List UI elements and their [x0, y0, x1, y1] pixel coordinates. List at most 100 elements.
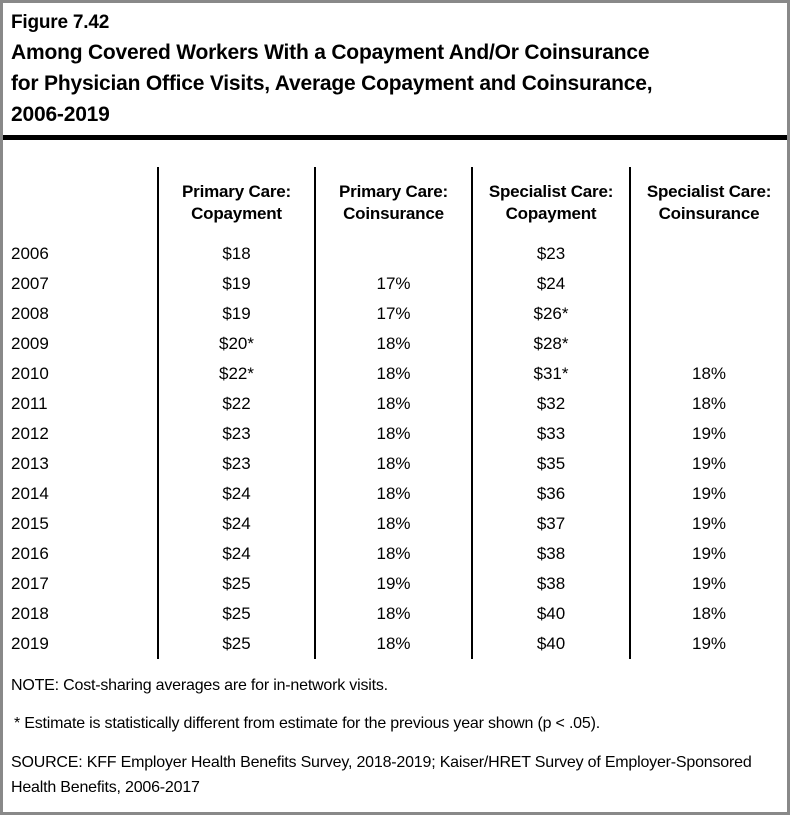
value-cell: $40 — [471, 629, 630, 659]
table-body: 2006 $18 $23 2007 $19 17% $24 2008 $19 17% $26* 200… — [3, 239, 787, 659]
value-cell — [314, 239, 472, 269]
table-header-row: Primary Care: Copayment Primary Care: Co… — [3, 167, 787, 239]
value-cell: 18% — [314, 449, 472, 479]
value-cell: $23 — [157, 449, 315, 479]
value-cell: 18% — [314, 419, 472, 449]
value-cell: 18% — [314, 539, 472, 569]
value-cell: $36 — [471, 479, 630, 509]
year-cell: 2015 — [11, 514, 49, 533]
column-header-primary-copayment: Primary Care: Copayment — [157, 167, 315, 239]
value-cell: $22 — [157, 389, 315, 419]
value-cell — [629, 299, 787, 329]
table-row: 2017 $25 19% $38 19% — [3, 569, 787, 599]
value-cell: 18% — [629, 599, 787, 629]
value-cell: $40 — [471, 599, 630, 629]
value-cell: 18% — [314, 389, 472, 419]
value-cell: 19% — [629, 419, 787, 449]
value-cell: 17% — [314, 269, 472, 299]
column-header-specialist-copayment: Specialist Care: Copayment — [471, 167, 630, 239]
value-cell: $20* — [157, 329, 315, 359]
table-row: 2008 $19 17% $26* — [3, 299, 787, 329]
value-cell: $25 — [157, 599, 315, 629]
value-cell: 18% — [629, 359, 787, 389]
figure-title: Among Covered Workers With a Copayment A… — [11, 37, 779, 130]
table-row: 2018 $25 18% $40 18% — [3, 599, 787, 629]
value-cell: $24 — [157, 479, 315, 509]
year-cell: 2019 — [11, 634, 49, 653]
value-cell: $23 — [157, 419, 315, 449]
value-cell: 18% — [314, 359, 472, 389]
column-header-primary-coinsurance: Primary Care: Coinsurance — [314, 167, 472, 239]
value-cell: $24 — [157, 509, 315, 539]
note-text: NOTE: Cost-sharing averages are for in-n… — [11, 677, 388, 694]
year-cell: 2012 — [11, 424, 49, 443]
data-table: Primary Care: Copayment Primary Care: Co… — [3, 167, 787, 659]
value-cell: $24 — [157, 539, 315, 569]
year-cell: 2011 — [11, 394, 48, 413]
value-cell: $35 — [471, 449, 630, 479]
value-cell: $22* — [157, 359, 315, 389]
table-row: 2016 $24 18% $38 19% — [3, 539, 787, 569]
year-cell: 2016 — [11, 544, 49, 563]
year-cell: 2008 — [11, 304, 49, 323]
year-cell: 2010 — [11, 364, 49, 383]
value-cell: 19% — [629, 479, 787, 509]
value-cell: 18% — [314, 479, 472, 509]
value-cell: $24 — [471, 269, 630, 299]
value-cell — [629, 269, 787, 299]
value-cell: 18% — [314, 509, 472, 539]
table-row: 2012 $23 18% $33 19% — [3, 419, 787, 449]
value-cell: 17% — [314, 299, 472, 329]
value-cell: 19% — [629, 449, 787, 479]
value-cell: 18% — [314, 599, 472, 629]
column-header-specialist-coinsurance: Specialist Care: Coinsurance — [629, 167, 787, 239]
table-row: 2014 $24 18% $36 19% — [3, 479, 787, 509]
value-cell: $26* — [471, 299, 630, 329]
figure-title-line-1: Among Covered Workers With a Copayment A… — [11, 41, 650, 64]
value-cell: 18% — [629, 389, 787, 419]
table-row: 2009 $20* 18% $28* — [3, 329, 787, 359]
asterisk-note-text: * Estimate is statistically different fr… — [14, 715, 600, 732]
title-divider-rule — [3, 135, 787, 140]
value-cell: $28* — [471, 329, 630, 359]
year-cell: 2018 — [11, 604, 49, 623]
table-row: 2019 $25 18% $40 19% — [3, 629, 787, 659]
value-cell: 19% — [629, 569, 787, 599]
value-cell: $18 — [157, 239, 315, 269]
year-cell: 2013 — [11, 454, 49, 473]
year-cell: 2006 — [11, 244, 49, 263]
value-cell: $38 — [471, 569, 630, 599]
source-text: SOURCE: KFF Employer Health Benefits Sur… — [11, 754, 752, 796]
table-row: 2006 $18 $23 — [3, 239, 787, 269]
value-cell: 18% — [314, 629, 472, 659]
value-cell: $38 — [471, 539, 630, 569]
value-cell: $23 — [471, 239, 630, 269]
table-corner-cell — [3, 167, 158, 239]
value-cell: $19 — [157, 299, 315, 329]
value-cell — [629, 239, 787, 269]
value-cell: $25 — [157, 569, 315, 599]
value-cell: 19% — [629, 629, 787, 659]
value-cell: $32 — [471, 389, 630, 419]
figure-title-line-2: for Physician Office Visits, Average Cop… — [11, 72, 653, 95]
table-row: 2010 $22* 18% $31* 18% — [3, 359, 787, 389]
year-cell: 2009 — [11, 334, 49, 353]
figure-notes: NOTE: Cost-sharing averages are for in-n… — [3, 675, 787, 800]
value-cell — [629, 329, 787, 359]
year-cell: 2014 — [11, 484, 49, 503]
value-cell: $25 — [157, 629, 315, 659]
value-cell: 18% — [314, 329, 472, 359]
value-cell: 19% — [629, 539, 787, 569]
figure-label: Figure 7.42 — [11, 12, 110, 33]
table-row: 2015 $24 18% $37 19% — [3, 509, 787, 539]
value-cell: 19% — [314, 569, 472, 599]
value-cell: 19% — [629, 509, 787, 539]
table-row: 2013 $23 18% $35 19% — [3, 449, 787, 479]
table-row: 2007 $19 17% $24 — [3, 269, 787, 299]
value-cell: $37 — [471, 509, 630, 539]
figure-header: Figure 7.42 Among Covered Workers With a… — [3, 3, 787, 130]
value-cell: $33 — [471, 419, 630, 449]
value-cell: $19 — [157, 269, 315, 299]
figure-title-line-3: 2006-2019 — [11, 103, 110, 126]
